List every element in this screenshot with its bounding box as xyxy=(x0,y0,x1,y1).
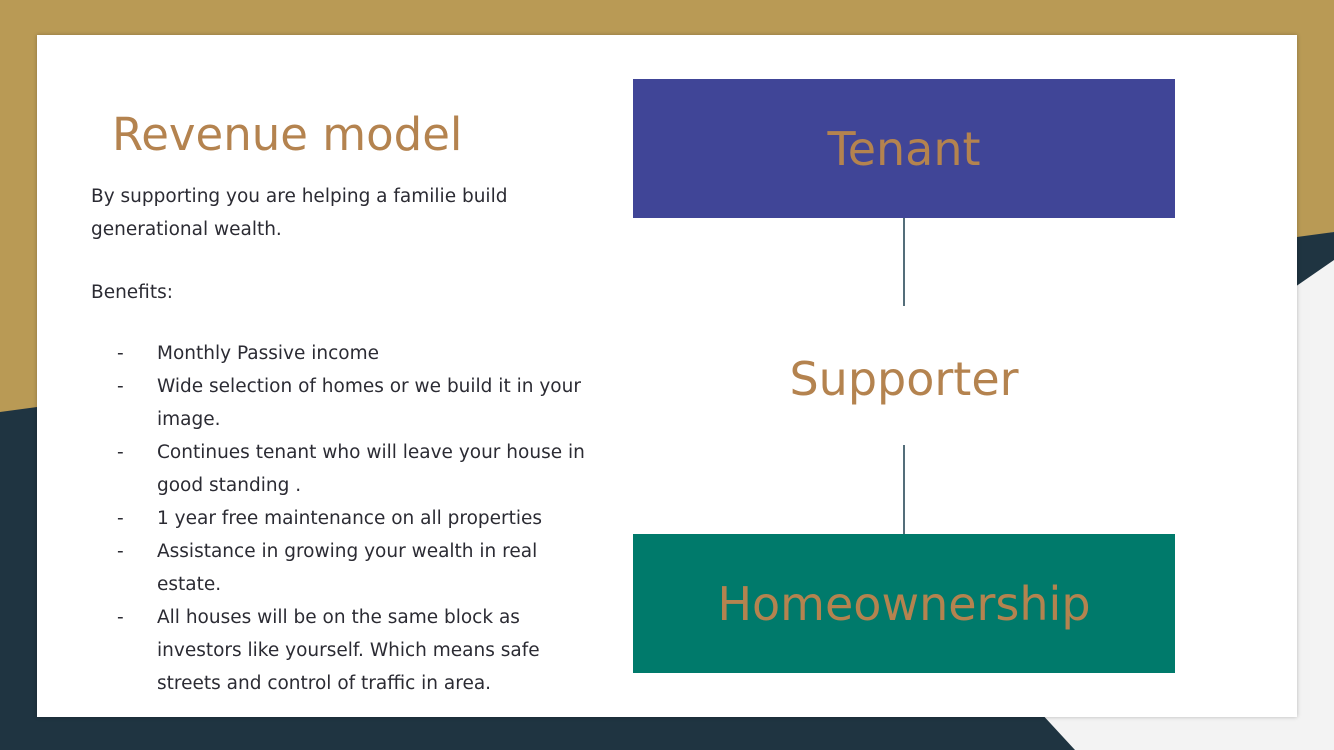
connector-line-top xyxy=(903,218,905,306)
benefit-item: - Monthly Passive income xyxy=(91,337,591,370)
bullet-dash: - xyxy=(117,376,124,397)
benefit-text: Assistance in growing your wealth in rea… xyxy=(157,541,538,595)
bullet-dash: - xyxy=(117,343,124,364)
benefit-item: - Assistance in growing your wealth in re… xyxy=(91,535,591,601)
benefit-item: - All houses will be on the same block as… xyxy=(91,601,591,700)
connector-line-bottom xyxy=(903,445,905,534)
homeownership-box: Homeownership xyxy=(633,534,1175,673)
bullet-dash: - xyxy=(117,442,124,463)
tenant-label: Tenant xyxy=(827,121,981,176)
benefit-item: - Wide selection of homes or we build it … xyxy=(91,370,591,436)
bullet-dash: - xyxy=(117,541,124,562)
benefit-item: - Continues tenant who will leave your ho… xyxy=(91,436,591,502)
benefit-text: Continues tenant who will leave your hou… xyxy=(157,442,585,496)
benefit-text: Monthly Passive income xyxy=(157,343,379,364)
benefit-item: - 1 year free maintenance on all properti… xyxy=(91,502,591,535)
tenant-box: Tenant xyxy=(633,79,1175,218)
intro-text: By supporting you are helping a familie … xyxy=(91,186,508,240)
benefit-text: All houses will be on the same block as … xyxy=(157,607,540,694)
benefit-text: Wide selection of homes or we build it i… xyxy=(157,376,581,430)
benefit-text: 1 year free maintenance on all propertie… xyxy=(157,508,543,529)
slide-title: Revenue model xyxy=(112,108,463,161)
benefits-list: - Monthly Passive income - Wide selection … xyxy=(91,337,591,700)
slide: Revenue model By supporting you are help… xyxy=(37,35,1297,717)
benefits-label: Benefits: xyxy=(91,282,173,303)
supporter-label: Supporter xyxy=(789,352,1019,406)
bullet-dash: - xyxy=(117,508,124,529)
homeownership-label: Homeownership xyxy=(717,576,1091,631)
bullet-dash: - xyxy=(117,607,124,628)
